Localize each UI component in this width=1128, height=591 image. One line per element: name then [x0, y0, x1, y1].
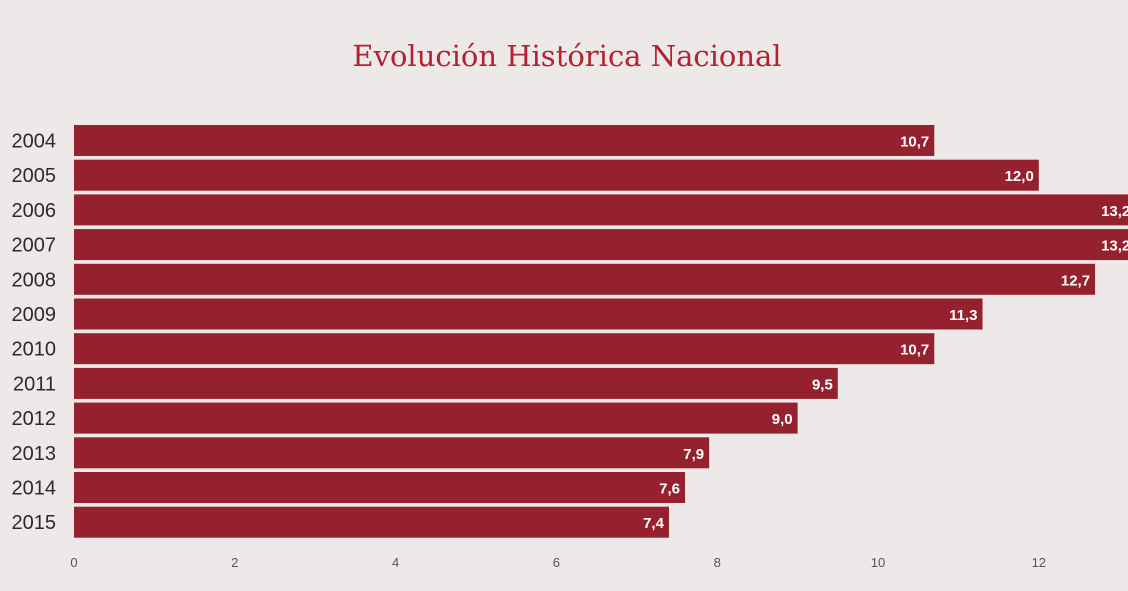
value-label-2010: 10,7: [900, 342, 929, 359]
category-label-2013: 2013: [12, 443, 57, 465]
category-label-2015: 2015: [12, 512, 57, 534]
value-label-2004: 10,7: [900, 134, 929, 151]
bar-2013: [74, 437, 710, 469]
chart-title: Evolución Histórica Nacional: [352, 39, 781, 73]
x-tick-label-8: 8: [714, 555, 721, 570]
category-label-2007: 2007: [12, 235, 57, 257]
x-axis: 0 2 4 6 8 10 12: [70, 555, 1046, 570]
bar-2005: [74, 159, 1039, 191]
x-tick-label-0: 0: [70, 555, 77, 570]
value-labels: 10,7 12,0 13,2 13,2 12,7 11,3 10,7 9,5 9,0 7,9 7,6…: [643, 134, 1128, 533]
bar-2010: [74, 333, 935, 365]
category-label-2012: 2012: [12, 408, 57, 430]
bar-2012: [74, 402, 798, 434]
bar-2006: [74, 194, 1128, 226]
x-tick-label-10: 10: [871, 555, 885, 570]
x-tick-label-12: 12: [1032, 555, 1046, 570]
value-label-2015: 7,4: [643, 515, 665, 532]
category-label-2009: 2009: [12, 304, 57, 326]
value-label-2013: 7,9: [683, 446, 704, 463]
bar-2008: [74, 263, 1096, 295]
value-label-2009: 11,3: [949, 307, 977, 324]
value-label-2012: 9,0: [772, 411, 793, 428]
bar-2007: [74, 229, 1128, 261]
bar-2014: [74, 472, 686, 503]
bars-group: [74, 125, 1128, 538]
x-tick-label-6: 6: [553, 555, 560, 570]
value-label-2005: 12,0: [1005, 168, 1034, 185]
bar-2009: [74, 298, 983, 330]
category-labels: 2004 2005 2006 2007 2008 2009 2010 2011 2012 2013…: [12, 131, 57, 535]
category-label-2004: 2004: [12, 131, 57, 153]
category-label-2014: 2014: [12, 478, 57, 500]
category-label-2011: 2011: [13, 373, 56, 395]
bar-2015: [74, 506, 669, 538]
category-label-2006: 2006: [12, 200, 57, 222]
bar-2011: [74, 367, 838, 399]
value-label-2006: 13,2: [1101, 203, 1128, 220]
value-label-2014: 7,6: [659, 481, 680, 498]
category-label-2005: 2005: [12, 165, 57, 187]
value-label-2007: 13,2: [1101, 238, 1128, 255]
x-tick-label-2: 2: [231, 555, 238, 570]
bar-2004: [74, 125, 935, 156]
value-label-2008: 12,7: [1061, 272, 1090, 289]
category-label-2010: 2010: [12, 339, 57, 361]
x-tick-label-4: 4: [392, 555, 399, 570]
category-label-2008: 2008: [12, 269, 57, 291]
value-label-2011: 9,5: [812, 376, 833, 393]
